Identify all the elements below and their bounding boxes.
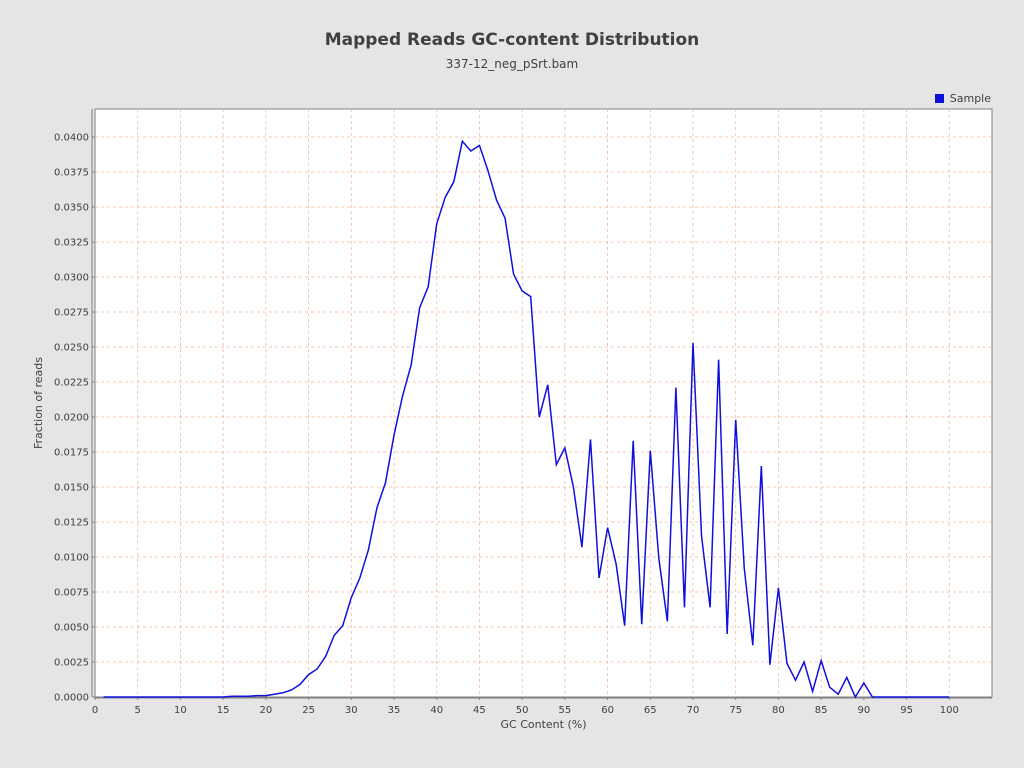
chart-subtitle: 337-12_neg_pSrt.bam (445, 57, 579, 71)
y-tick-label: 0.0325 (54, 238, 89, 249)
y-tick-label: 0.0375 (54, 168, 89, 179)
y-tick-label: 0.0175 (54, 448, 89, 459)
y-tick-label: 0.0100 (54, 553, 89, 564)
x-tick-label: 75 (729, 705, 742, 716)
y-tick-label: 0.0125 (54, 518, 89, 529)
x-tick-label: 40 (430, 705, 443, 716)
y-tick-label: 0.0050 (54, 623, 89, 634)
chart-title: Mapped Reads GC-content Distribution (324, 30, 700, 50)
y-tick-label: 0.0300 (54, 273, 89, 284)
x-tick-label: 0 (92, 705, 98, 716)
x-tick-label: 55 (558, 705, 571, 716)
x-tick-label: 10 (174, 705, 187, 716)
legend-label: Sample (949, 92, 991, 105)
x-tick-label: 85 (815, 705, 828, 716)
y-axis-label: Fraction of reads (32, 357, 45, 449)
x-tick-label: 25 (302, 705, 315, 716)
x-tick-label: 50 (516, 705, 529, 716)
y-tick-label: 0.0200 (54, 413, 89, 424)
y-tick-label: 0.0000 (54, 693, 89, 704)
y-tick-label: 0.0025 (54, 658, 89, 669)
ticks: 0 5 10 15 20 25 30 35 40 45 50 55 60 65 70 75 80 85 90 95 10… (54, 133, 959, 717)
x-tick-label: 45 (473, 705, 486, 716)
legend-swatch (934, 94, 944, 103)
x-tick-label: 30 (345, 705, 358, 716)
x-axis-label: GC Content (%) (501, 718, 587, 731)
x-tick-label: 95 (900, 705, 913, 716)
x-tick-label: 90 (857, 705, 870, 716)
x-tick-label: 100 (940, 705, 959, 716)
y-tick-label: 0.0400 (54, 133, 89, 144)
y-tick-label: 0.0350 (54, 203, 89, 214)
x-tick-label: 80 (772, 705, 785, 716)
x-tick-label: 60 (601, 705, 614, 716)
y-tick-label: 0.0275 (54, 308, 89, 319)
y-tick-label: 0.0075 (54, 588, 89, 599)
y-tick-label: 0.0250 (54, 343, 89, 354)
y-tick-label: 0.0225 (54, 378, 89, 389)
x-tick-label: 65 (644, 705, 657, 716)
x-tick-label: 20 (259, 705, 272, 716)
series-line-sample (103, 139, 950, 699)
x-tick-label: 5 (135, 705, 141, 716)
x-tick-label: 35 (388, 705, 401, 716)
grid (95, 109, 992, 697)
x-tick-label: 70 (687, 705, 700, 716)
legend: Sample (934, 92, 991, 105)
x-tick-label: 15 (217, 705, 230, 716)
y-tick-label: 0.0150 (54, 483, 89, 494)
